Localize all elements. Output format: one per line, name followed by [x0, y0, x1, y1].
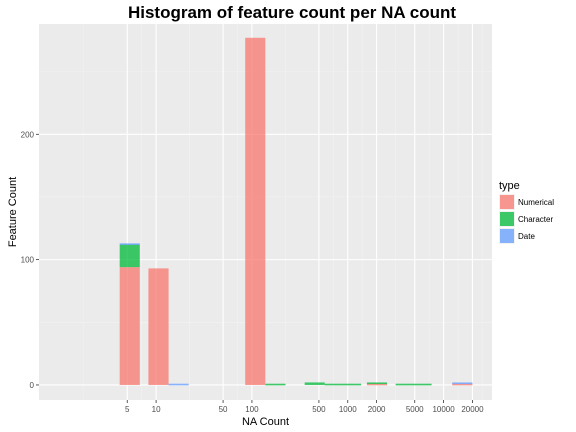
legend-title: type [499, 180, 520, 192]
x-tick-label: 1000 [339, 405, 357, 414]
legend: type Numerical Character Date [499, 180, 554, 244]
x-axis: 5 10 50 100 500 1000 2000 5000 10000 20000 [125, 400, 484, 414]
x-tick-label: 500 [312, 405, 326, 414]
bar-date [168, 383, 189, 386]
minor-gridlines [39, 24, 492, 400]
x-tick-label: 100 [245, 405, 259, 414]
x-tick-label: 5 [125, 405, 130, 414]
bars [119, 37, 473, 386]
bar-numerical [366, 383, 388, 386]
y-tick-label: 100 [21, 256, 35, 265]
x-tick-label: 2000 [368, 405, 386, 414]
y-tick-label: 0 [30, 381, 35, 390]
bar-character [265, 383, 286, 386]
y-axis-title: Feature Count [7, 177, 19, 247]
bar-character [304, 382, 325, 385]
bar-character [395, 383, 432, 386]
x-tick-label: 10 [152, 405, 161, 414]
x-tick-label: 50 [219, 405, 228, 414]
x-tick-label: 10000 [432, 405, 455, 414]
bar-numerical [452, 383, 473, 386]
plot-panel [39, 24, 492, 400]
bar-numerical [245, 37, 266, 385]
bar-character [366, 382, 388, 385]
bar-numerical [119, 267, 140, 385]
bar-character [324, 383, 362, 386]
y-tick-label: 200 [21, 130, 35, 139]
legend-label-date: Date [518, 232, 535, 241]
legend-key-numerical [500, 195, 514, 209]
legend-key-date [500, 229, 514, 243]
bar-date [452, 382, 473, 385]
x-tick-label: 20000 [461, 405, 484, 414]
y-axis: 0 100 200 [21, 130, 39, 390]
chart-title: Histogram of feature count per NA count [128, 3, 456, 22]
bar-numerical [148, 268, 169, 385]
bar-date [119, 243, 140, 245]
x-tick-label: 5000 [406, 405, 424, 414]
legend-label-numerical: Numerical [518, 198, 554, 207]
x-axis-title: NA Count [242, 416, 289, 428]
legend-key-character [500, 212, 514, 226]
bar-character [119, 244, 140, 268]
legend-label-character: Character [518, 215, 553, 224]
